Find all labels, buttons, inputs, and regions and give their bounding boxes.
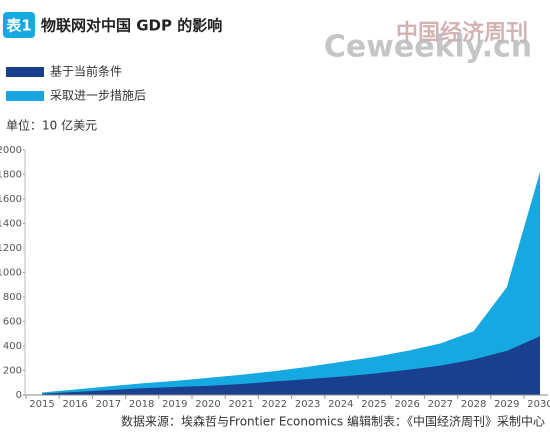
- area: [42, 336, 540, 395]
- x-tick-label: 2016: [62, 399, 87, 410]
- y-tick-label: 1400: [0, 219, 22, 230]
- y-tick-label: 1000: [0, 268, 22, 279]
- y-tick-label: 1800: [0, 170, 22, 181]
- legend-label: 基于当前条件: [50, 64, 122, 79]
- x-tick-label: 2015: [29, 399, 54, 410]
- x-tick-label: 2023: [295, 399, 320, 410]
- x-tick-label: 2022: [262, 399, 287, 410]
- y-tick-label: 1600: [0, 194, 22, 205]
- x-tick-label: 2027: [428, 399, 453, 410]
- x-tick-label: 2021: [228, 399, 253, 410]
- y-tick-label: 0: [16, 390, 22, 401]
- watermark: Ceweekly.cn: [324, 30, 532, 65]
- unit-label: 单位：10 亿美元: [6, 118, 97, 133]
- x-tick-label: 2029: [494, 399, 519, 410]
- chart-title: 物联网对中国 GDP 的影响: [41, 17, 222, 35]
- y-tick-label: 600: [3, 317, 22, 328]
- watermark: 中国经济周刊: [396, 20, 528, 46]
- y-tick-label: 200: [3, 366, 22, 377]
- x-tick-label: 2020: [195, 399, 220, 410]
- y-tick-label: 800: [3, 292, 22, 303]
- x-tick-label: 2030: [527, 399, 550, 410]
- badge-bg: [3, 12, 35, 38]
- x-tick-label: 2019: [162, 399, 187, 410]
- x-tick-label: 2025: [361, 399, 386, 410]
- badge: 表1: [6, 17, 31, 35]
- legend-label: 采取进一步措施后: [50, 89, 146, 103]
- x-tick-label: 2018: [129, 399, 154, 410]
- x-tick-label: 2026: [394, 399, 419, 410]
- legend-swatch: [6, 91, 44, 101]
- y-tick-label: 1200: [0, 243, 22, 254]
- y-tick-label: 400: [3, 341, 22, 352]
- legend-swatch: [6, 67, 44, 77]
- x-tick-label: 2028: [461, 399, 486, 410]
- x-tick-label: 2024: [328, 399, 353, 410]
- x-tick-label: 2017: [96, 399, 121, 410]
- source: 数据来源：埃森哲与Frontier Economics 编辑制表：《中国经济周刊…: [121, 414, 545, 429]
- y-tick-label: 2000: [0, 145, 22, 156]
